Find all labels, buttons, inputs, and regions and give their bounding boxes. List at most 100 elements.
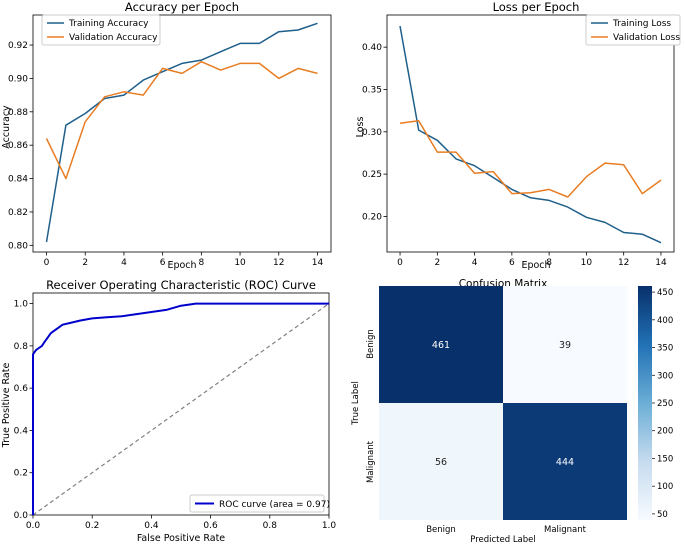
- loss-legend-box: [585, 14, 681, 46]
- cm-cell-value: 461: [432, 340, 450, 351]
- accuracy-xlabel: Epoch: [167, 260, 196, 271]
- accuracy-ytick-label: 0.84: [8, 175, 28, 185]
- accuracy-xtick-label: 10: [234, 258, 246, 268]
- accuracy-ytick-label: 0.92: [8, 41, 28, 51]
- roc-ylabel: True Positive Rate: [1, 363, 12, 449]
- loss-ytick-label: 0.40: [362, 43, 382, 53]
- cm-plot-area: 461 39 56 444: [379, 286, 627, 520]
- roc-ytick-label: 0.2: [14, 469, 28, 479]
- accuracy-ylabel: Accuracy: [1, 105, 12, 149]
- accuracy-legend-box: [41, 14, 161, 46]
- accuracy-series-line-0: [45, 22, 318, 243]
- roc-legend-label: ROC curve (area = 0.97): [219, 500, 330, 510]
- roc-ytick-label: 0.0: [14, 511, 29, 521]
- loss-legend-label-train: Training Loss: [612, 19, 671, 29]
- roc-axes-frame: [32, 292, 330, 516]
- roc-ytick-label: 0.6: [14, 384, 29, 394]
- accuracy-xtick-label: 6: [160, 258, 166, 268]
- accuracy-series-line-1: [45, 60, 318, 180]
- roc-diagonal-line: [32, 303, 330, 516]
- roc-xtick-label: 0.2: [85, 521, 99, 531]
- accuracy-ytick-label: 0.80: [8, 241, 28, 251]
- loss-ytick-label: 0.30: [362, 128, 382, 138]
- loss-ytick-label: 0.25: [362, 170, 382, 180]
- roc-xtick-label: 0.4: [144, 521, 159, 531]
- loss-axes-frame: [386, 14, 675, 253]
- accuracy-xtick-label: 8: [198, 258, 204, 268]
- loss-xtick-label: 10: [581, 258, 593, 268]
- accuracy-legend-label-val: Validation Accuracy: [69, 33, 158, 43]
- loss-xtick-label: 0: [397, 258, 403, 268]
- cm-cell-value: 39: [559, 340, 571, 351]
- loss-xtick-label: 4: [472, 258, 478, 268]
- accuracy-chart: Accuracy per Epoch 0 2 4 6 8 10 12 14 0.80 0.82 0.…: [1, 0, 332, 271]
- accuracy-xtick-label: 4: [121, 258, 127, 268]
- cm-colorbar-tick-label: 400: [657, 316, 673, 326]
- loss-xtick-label: 2: [434, 258, 440, 268]
- loss-xlabel: Epoch: [521, 260, 550, 271]
- cm-ytick-benign: Benign: [366, 329, 376, 359]
- loss-xtick-label: 14: [655, 258, 667, 268]
- roc-ytick-label: 0.4: [14, 426, 29, 436]
- accuracy-xtick-label: 0: [44, 258, 50, 268]
- cm-xtick-benign: Benign: [426, 525, 456, 535]
- loss-legend: Training Loss Validation Loss: [585, 14, 681, 46]
- loss-xtick-label: 8: [546, 258, 552, 268]
- cm-xlabel: Predicted Label: [470, 535, 536, 544]
- cm-colorbar-tick-label: 450: [657, 288, 673, 298]
- accuracy-axes-frame: [32, 14, 332, 253]
- roc-chart: Receiver Operating Characteristic (ROC) …: [1, 278, 336, 544]
- cm-ylabel: True Label: [351, 381, 361, 426]
- roc-xtick-label: 0.6: [203, 521, 218, 531]
- roc-xtick-label: 0.8: [263, 521, 278, 531]
- loss-legend-label-val: Validation Loss: [613, 33, 680, 43]
- roc-legend: ROC curve (area = 0.97): [189, 494, 330, 513]
- loss-xtick-label: 6: [509, 258, 515, 268]
- cm-colorbar-tick-label: 250: [657, 399, 673, 409]
- accuracy-title: Accuracy per Epoch: [125, 0, 239, 14]
- accuracy-xtick-label: 14: [312, 258, 324, 268]
- roc-xtick-label: 1.0: [322, 521, 337, 531]
- cm-colorbar-tick-label: 50: [657, 510, 668, 520]
- accuracy-ytick-label: 0.86: [8, 141, 28, 151]
- cm-colorbar-tick-label: 350: [657, 344, 673, 354]
- loss-ylabel: Loss: [355, 117, 366, 138]
- cm-colorbar-tick-label: 100: [657, 482, 673, 492]
- cm-cell-value: 444: [556, 457, 574, 468]
- roc-ytick-label: 1.0: [14, 300, 29, 310]
- loss-series-line-0: [399, 25, 662, 244]
- roc-ytick-label: 0.8: [14, 342, 29, 352]
- accuracy-legend-label-train: Training Accuracy: [68, 19, 149, 29]
- roc-xtick-label: 0.0: [26, 521, 41, 531]
- cm-cell: [503, 403, 627, 520]
- accuracy-xtick-label: 2: [82, 258, 88, 268]
- accuracy-ytick-label: 0.88: [8, 108, 28, 118]
- cm-cell: [379, 286, 503, 403]
- loss-ytick-label: 0.20: [362, 212, 382, 222]
- cm-xtick-malignant: Malignant: [544, 525, 587, 535]
- cm-colorbar: [638, 286, 652, 520]
- loss-series-line-1: [399, 120, 662, 198]
- loss-chart: Loss per Epoch 0 2 4 6 8 10 12 14 0.20 0.25 0.30 0.…: [355, 0, 681, 271]
- loss-ytick-label: 0.35: [362, 85, 382, 95]
- cm-colorbar-ticks: 50 100 150 200 250 300 350 400 450: [652, 288, 673, 520]
- cm-cell: [379, 403, 503, 520]
- roc-series-line-0: [32, 302, 329, 515]
- accuracy-legend: Training Accuracy Validation Accuracy: [41, 14, 161, 46]
- cm-colorbar-tick-label: 300: [657, 371, 673, 381]
- accuracy-ytick-label: 0.82: [8, 208, 28, 218]
- roc-plot-area: 0.0 0.2 0.4 0.6 0.8 1.0 0.0 0.2 0.4 0.6 0.8 1.0: [14, 292, 337, 531]
- roc-title: Receiver Operating Characteristic (ROC) …: [46, 278, 316, 292]
- cm-colorbar-tick-label: 150: [657, 454, 673, 464]
- loss-xtick-label: 12: [618, 258, 629, 268]
- accuracy-xtick-label: 12: [273, 258, 284, 268]
- accuracy-plot-area: 0 2 4 6 8 10 12 14 0.80 0.82 0.84 0.86 0.88 0.90 0.92: [8, 14, 332, 268]
- cm-colorbar-tick-label: 200: [657, 427, 673, 437]
- cm-cell: [503, 286, 627, 403]
- cm-cell-value: 56: [435, 457, 447, 468]
- cm-ytick-malignant: Malignant: [366, 440, 376, 483]
- roc-xlabel: False Positive Rate: [137, 533, 225, 544]
- roc-legend-box: [189, 494, 325, 513]
